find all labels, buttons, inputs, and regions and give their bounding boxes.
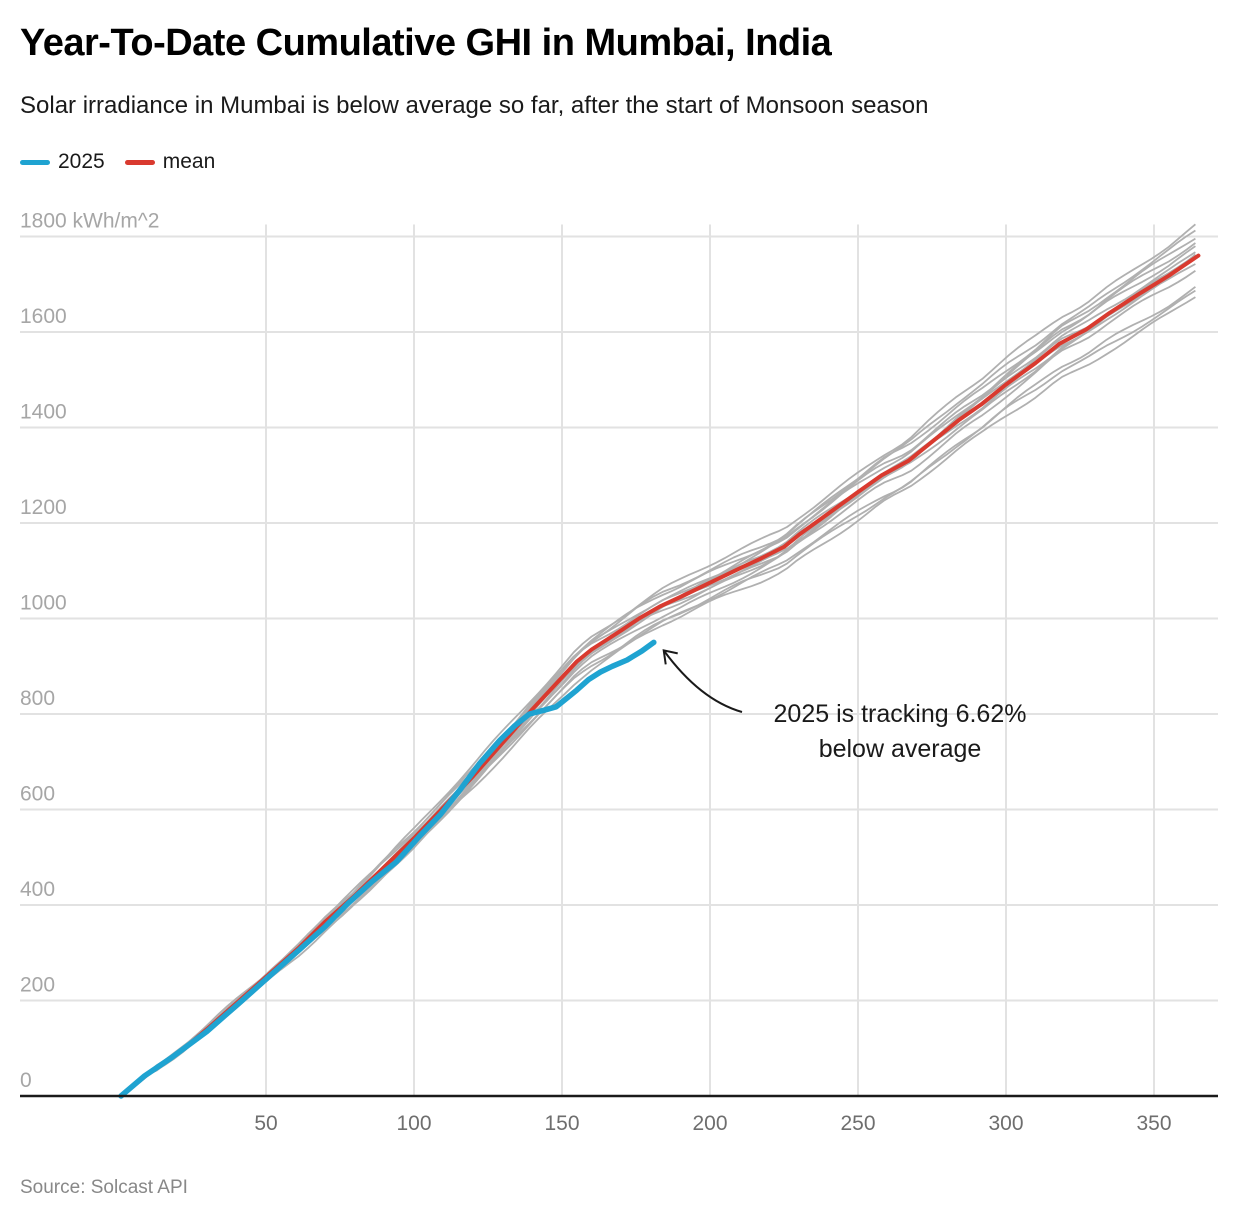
- legend: 2025 mean: [20, 150, 215, 174]
- series-lines: [118, 253, 1201, 1099]
- y-tick-label: 1200: [20, 496, 67, 519]
- y-tick-label: 600: [20, 783, 55, 806]
- y-tick-label: 1400: [20, 401, 67, 424]
- y-tick-label: 800: [20, 687, 55, 710]
- legend-item-mean: mean: [124, 150, 216, 174]
- y-tick-label: 0: [20, 1069, 32, 1092]
- series-line-mean: [119, 253, 1201, 1098]
- y-tick-label: 1800 kWh/m^2: [20, 210, 159, 233]
- x-tick-label: 100: [396, 1112, 431, 1135]
- annotation: 2025 is tracking 6.62% below average: [662, 649, 1027, 763]
- x-tick-label: 50: [254, 1112, 277, 1135]
- annotation-arrow: [662, 649, 743, 713]
- historical-year-line: [120, 269, 1196, 1097]
- historical-year-line: [120, 254, 1196, 1097]
- chart-subtitle: Solar irradiance in Mumbai is below aver…: [20, 92, 929, 119]
- grid-lines: [20, 224, 1218, 1096]
- historical-year-line: [120, 253, 1196, 1097]
- x-tick-label: 300: [988, 1112, 1023, 1135]
- y-tick-label: 1000: [20, 592, 67, 615]
- annotation-text-line2: below average: [819, 735, 982, 763]
- y-tick-label: 1600: [20, 305, 67, 328]
- historical-year-line: [120, 289, 1196, 1097]
- source-note: Source: Solcast API: [20, 1177, 188, 1198]
- annotation-arrowhead: [662, 649, 678, 665]
- tick-labels: 0 200 400 600 800 1000 1200 1400 1600 1800 kWh/m^…: [20, 210, 1172, 1136]
- x-tick-label: 200: [692, 1112, 727, 1135]
- historical-year-line: [120, 263, 1196, 1097]
- x-tick-label: 150: [544, 1112, 579, 1135]
- historical-year-line: [120, 286, 1196, 1097]
- y-tick-label: 200: [20, 974, 55, 997]
- historical-year-lines: [120, 223, 1196, 1097]
- legend-label-2025: 2025: [58, 150, 105, 173]
- legend-swatch-2025: [20, 159, 50, 165]
- x-tick-label: 350: [1136, 1112, 1171, 1135]
- historical-year-line: [120, 245, 1196, 1097]
- historical-year-line: [120, 256, 1196, 1097]
- chart-title: Year-To-Date Cumulative GHI in Mumbai, I…: [20, 22, 832, 64]
- annotation-text-line1: 2025 is tracking 6.62%: [774, 700, 1027, 728]
- legend-swatch-mean: [124, 159, 155, 165]
- historical-year-line: [120, 296, 1196, 1097]
- legend-label-mean: mean: [162, 150, 216, 173]
- series-line-2025: [118, 639, 657, 1099]
- x-tick-label: 250: [840, 1112, 875, 1135]
- legend-item-2025: 2025: [20, 150, 105, 174]
- y-tick-label: 400: [20, 878, 55, 901]
